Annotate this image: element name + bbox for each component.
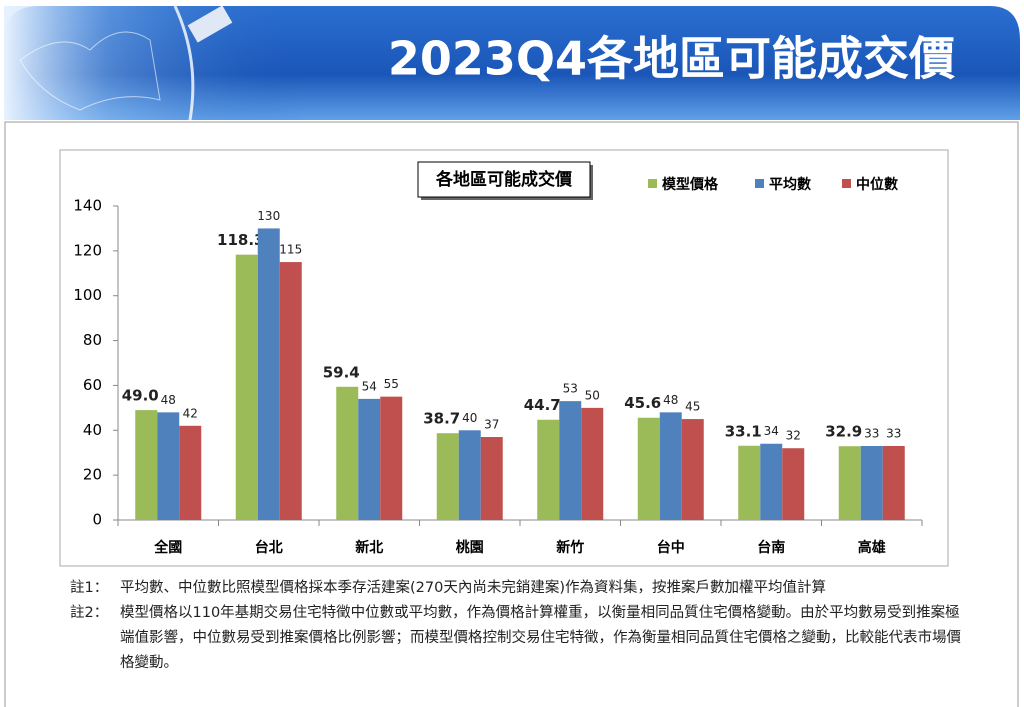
value-label: 54 <box>362 379 377 393</box>
note-text: 模型價格以110年基期交易住宅特徵中位數或平均數，作為價格計算權重，以衡量相同品… <box>120 605 961 671</box>
title-box <box>417 161 591 198</box>
legend-label: 平均數 <box>769 176 811 193</box>
y-tick-label: 120 <box>73 241 102 259</box>
value-label: 42 <box>183 406 198 420</box>
value-label: 44.7 <box>524 396 561 414</box>
value-label: 48 <box>663 393 678 407</box>
legend-swatch <box>842 179 851 188</box>
chart-title: 各地區可能成交價 <box>435 169 573 190</box>
value-label: 45.6 <box>624 394 661 412</box>
y-tick-label: 40 <box>83 421 102 439</box>
note-label: 註1： <box>70 580 109 596</box>
bar <box>760 443 783 520</box>
value-label: 45 <box>685 400 700 414</box>
bar <box>179 425 202 520</box>
bar <box>782 448 805 520</box>
bar <box>257 228 280 520</box>
value-label: 130 <box>257 209 280 223</box>
value-label: 115 <box>279 243 302 257</box>
x-tick-label: 新竹 <box>556 539 584 556</box>
y-tick-label: 100 <box>73 286 102 304</box>
y-tick-label: 80 <box>83 331 102 349</box>
bar <box>135 410 158 520</box>
bar <box>358 398 381 520</box>
value-label: 50 <box>585 388 600 402</box>
value-label: 49.0 <box>122 387 159 405</box>
value-label: 37 <box>484 418 499 432</box>
value-label: 59.4 <box>323 363 360 381</box>
value-label: 55 <box>384 377 399 391</box>
note-label: 註2： <box>70 605 109 621</box>
value-label: 118.3 <box>217 231 264 249</box>
y-tick-label: 20 <box>83 466 102 484</box>
legend-swatch <box>755 179 764 188</box>
value-label: 34 <box>764 424 779 438</box>
value-label: 38.7 <box>423 410 460 428</box>
bar <box>637 417 660 520</box>
bar <box>581 407 604 520</box>
bar <box>659 412 682 520</box>
bar <box>681 419 704 520</box>
note: 註1： 平均數、中位數比照模型價格採本季存活建案(270天內尚未完銷建案)作為資料… <box>70 576 970 601</box>
bar <box>480 437 503 520</box>
bar <box>860 445 883 520</box>
bar <box>838 446 861 520</box>
value-label: 40 <box>462 411 477 425</box>
x-tick-label: 台中 <box>657 539 685 556</box>
bar <box>559 401 582 520</box>
value-label: 33 <box>886 426 901 440</box>
y-tick-label: 140 <box>73 197 102 215</box>
value-label: 33.1 <box>725 422 762 440</box>
map-outline <box>19 31 161 111</box>
y-tick-label: 60 <box>83 376 102 394</box>
bar <box>458 430 481 520</box>
bar <box>882 445 905 520</box>
legend-label: 模型價格 <box>662 176 719 193</box>
x-tick-label: 台南 <box>757 539 785 556</box>
value-label: 32.9 <box>825 423 862 441</box>
notes: 註1： 平均數、中位數比照模型價格採本季存活建案(270天內尚未完銷建案)作為資料… <box>70 576 970 676</box>
x-tick-label: 高雄 <box>858 539 886 556</box>
note-text: 平均數、中位數比照模型價格採本季存活建案(270天內尚未完銷建案)作為資料集，按… <box>120 580 826 596</box>
x-tick-label: 台北 <box>255 539 283 556</box>
bar <box>157 412 180 520</box>
bar <box>279 262 302 520</box>
satellite <box>187 5 233 43</box>
value-label: 32 <box>786 429 801 443</box>
legend-label: 中位數 <box>856 176 898 193</box>
y-tick-label: 0 <box>92 511 102 529</box>
bar <box>537 419 560 520</box>
value-label: 53 <box>563 382 578 396</box>
x-tick-label: 新北 <box>355 539 383 556</box>
legend-swatch <box>648 179 657 188</box>
bar <box>336 386 359 520</box>
value-label: 33 <box>864 426 879 440</box>
page-title: 2023Q4各地區可能成交價 <box>388 32 955 86</box>
bar <box>380 396 403 520</box>
bar <box>235 254 258 521</box>
bar <box>738 445 761 520</box>
x-tick-label: 桃園 <box>456 539 484 556</box>
arc <box>173 5 195 121</box>
bar <box>436 433 459 520</box>
value-label: 48 <box>161 393 176 407</box>
x-tick-label: 全國 <box>153 539 182 556</box>
note: 註2： 模型價格以110年基期交易住宅特徵中位數或平均數，作為價格計算權重，以衡量… <box>70 601 970 676</box>
